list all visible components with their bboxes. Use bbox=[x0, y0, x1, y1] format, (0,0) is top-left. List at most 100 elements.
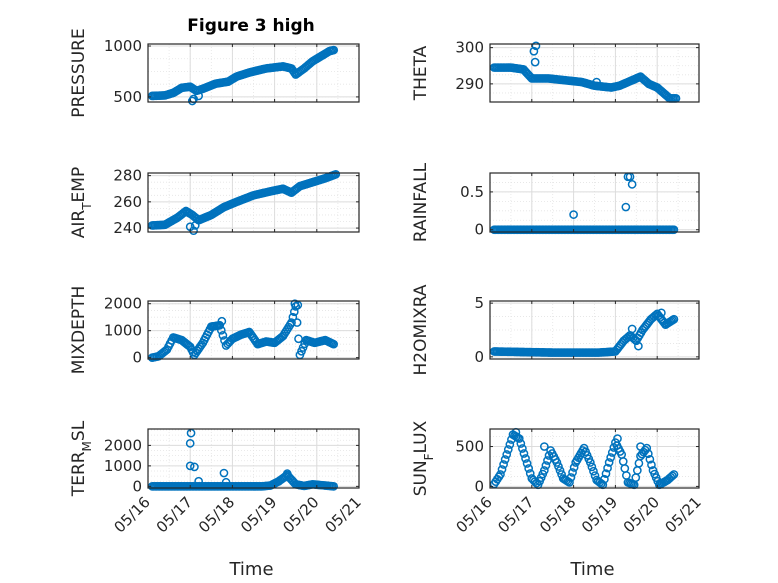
data-point bbox=[497, 465, 507, 474]
data-point bbox=[603, 463, 612, 473]
data-point bbox=[288, 312, 298, 322]
data-point bbox=[499, 460, 508, 469]
y-axis-label: PRESSURE bbox=[69, 28, 89, 117]
data-point bbox=[604, 458, 614, 467]
data-point bbox=[190, 462, 199, 472]
x-tick-label: 05/17 bbox=[494, 493, 537, 536]
y-tick-label: 240 bbox=[113, 219, 142, 237]
data-point bbox=[552, 458, 562, 467]
data-point bbox=[216, 325, 226, 335]
data-point bbox=[539, 466, 549, 475]
data-point bbox=[568, 468, 577, 477]
data-point bbox=[592, 77, 601, 87]
x-axis-label: Time bbox=[228, 559, 273, 580]
y-axis-label: THETA bbox=[411, 45, 431, 101]
axes-frame bbox=[489, 300, 700, 360]
x-tick-label: 05/17 bbox=[153, 493, 196, 536]
data-point bbox=[218, 331, 228, 340]
data-point bbox=[331, 169, 341, 179]
data-point bbox=[541, 461, 551, 470]
subplot-theta: 290 300 THETA bbox=[411, 39, 700, 103]
data-point bbox=[221, 477, 231, 487]
x-axis-label: Time bbox=[569, 559, 614, 580]
data-point bbox=[530, 57, 540, 67]
data-point bbox=[329, 482, 339, 491]
y-tick-label: 2000 bbox=[104, 436, 142, 454]
x-tick-label: 05/16 bbox=[111, 493, 154, 536]
data-point bbox=[647, 460, 656, 470]
y-tick-label: 500 bbox=[455, 438, 484, 456]
data-point bbox=[294, 334, 303, 344]
data-point bbox=[524, 464, 534, 473]
data-point bbox=[292, 318, 302, 327]
data-point bbox=[657, 308, 666, 318]
data-point bbox=[531, 41, 541, 51]
data-point bbox=[516, 439, 526, 448]
data-point bbox=[669, 314, 679, 324]
subplot-air_temp: 240 260 280 AIRTEMP bbox=[69, 167, 360, 238]
data-point bbox=[543, 456, 552, 465]
data-point bbox=[589, 466, 598, 476]
subplot-pressure: 500 1000 PRESSURE bbox=[69, 28, 360, 118]
data-point bbox=[519, 449, 529, 458]
figure-title: Figure 3 high bbox=[187, 16, 315, 36]
data-point bbox=[565, 478, 574, 487]
axes-frame bbox=[489, 43, 700, 103]
x-tick-label: 05/16 bbox=[453, 493, 496, 536]
x-tick-label: 05/20 bbox=[620, 493, 663, 536]
axes-frame bbox=[489, 172, 700, 233]
data-point bbox=[668, 471, 677, 481]
data-point bbox=[621, 202, 631, 212]
y-tick-label: 290 bbox=[455, 75, 484, 93]
data-point bbox=[669, 225, 679, 235]
data-point bbox=[569, 210, 578, 219]
y-axis-label: SUNFLUX bbox=[411, 420, 436, 496]
axes-background bbox=[148, 301, 359, 359]
x-tick-label: 05/20 bbox=[279, 493, 322, 536]
data-point bbox=[518, 444, 527, 453]
data-point bbox=[627, 324, 637, 334]
y-tick-label: 1000 bbox=[104, 322, 142, 340]
y-tick-label: 0 bbox=[474, 221, 484, 239]
data-point bbox=[529, 46, 539, 56]
data-point bbox=[585, 458, 595, 467]
data-point bbox=[554, 462, 563, 471]
axes-frame bbox=[147, 300, 360, 360]
axes-frame bbox=[147, 428, 360, 489]
x-tick-label: 05/18 bbox=[195, 493, 238, 536]
y-tick-label: 300 bbox=[455, 39, 484, 57]
data-point bbox=[217, 316, 227, 326]
y-tick-label: 2000 bbox=[104, 295, 142, 313]
data-point bbox=[329, 45, 339, 55]
y-tick-label: 5 bbox=[474, 294, 484, 312]
y-tick-label: 0 bbox=[474, 348, 484, 366]
subplot-terr_msl: 010002000TERRMSL05/1605/1705/1805/1905/2… bbox=[69, 420, 365, 580]
y-tick-label: 0 bbox=[474, 477, 484, 495]
data-point bbox=[194, 476, 203, 486]
data-point bbox=[185, 438, 195, 448]
data-point bbox=[190, 221, 200, 230]
data-point bbox=[521, 454, 530, 463]
data-point bbox=[669, 470, 679, 479]
data-point bbox=[219, 468, 229, 478]
subplot-sun_flux: 0 500 SUNFLUX 05/1605/1705/1805/1905/2005/2… bbox=[411, 420, 705, 580]
data-point bbox=[522, 459, 532, 468]
y-axis-label: MIXDEPTH bbox=[69, 286, 89, 375]
axes-frame bbox=[147, 172, 360, 233]
subplot-rainfall: 0 0.5 RAINFALL bbox=[411, 162, 700, 242]
data-point bbox=[502, 450, 512, 459]
y-tick-label: 260 bbox=[113, 193, 142, 211]
y-tick-label: 280 bbox=[113, 167, 142, 185]
y-tick-label: 500 bbox=[113, 88, 142, 106]
y-tick-label: 1000 bbox=[104, 37, 142, 55]
data-point bbox=[194, 91, 203, 101]
data-point bbox=[569, 463, 579, 472]
data-point bbox=[634, 341, 643, 351]
data-point bbox=[607, 448, 617, 457]
data-point bbox=[613, 434, 622, 443]
data-point bbox=[505, 440, 515, 449]
data-point bbox=[503, 445, 513, 454]
data-point bbox=[329, 339, 339, 349]
data-point bbox=[539, 442, 549, 451]
